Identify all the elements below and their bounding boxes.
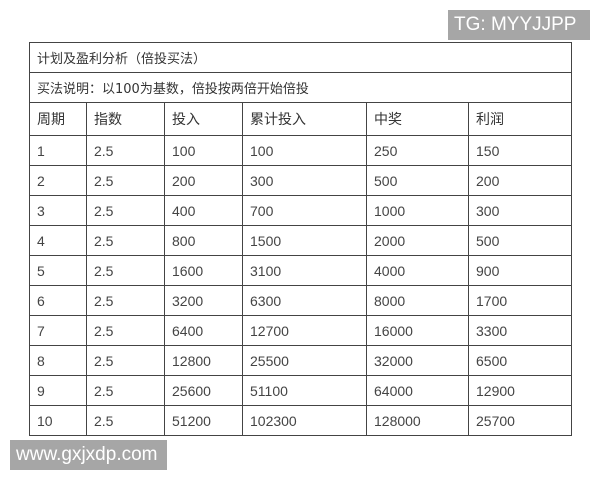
table-cell: 4: [29, 225, 87, 256]
table-row: 9 2.5 25600 51100 64000 12900: [29, 375, 572, 406]
table-cell: 2.5: [86, 375, 165, 406]
plan-profit-table: 计划及盈利分析（倍投买法） 买法说明：以100为基数，倍投按两倍开始倍投 周期 …: [29, 42, 572, 436]
table-cell: 102300: [242, 405, 367, 436]
table-cell: 12900: [468, 375, 572, 406]
table-row: 5 2.5 1600 3100 4000 900: [29, 255, 572, 286]
table-cell: 4000: [366, 255, 469, 286]
table-cell: 25700: [468, 405, 572, 436]
table-cell: 1600: [164, 255, 243, 286]
column-header: 投入: [164, 102, 243, 136]
table-row: 3 2.5 400 700 1000 300: [29, 195, 572, 226]
table-cell: 1500: [242, 225, 367, 256]
table-title: 计划及盈利分析（倍投买法）: [29, 42, 572, 73]
header-row: 周期 指数 投入 累计投入 中奖 利润: [29, 102, 572, 136]
table-subtitle: 买法说明：以100为基数，倍投按两倍开始倍投: [29, 72, 572, 103]
table-cell: 6500: [468, 345, 572, 376]
table-cell: 1000: [366, 195, 469, 226]
table-cell: 150: [468, 135, 572, 166]
table-cell: 8: [29, 345, 87, 376]
table-cell: 5: [29, 255, 87, 286]
table-cell: 12700: [242, 315, 367, 346]
table-cell: 2.5: [86, 135, 165, 166]
table-cell: 2.5: [86, 255, 165, 286]
table-cell: 300: [468, 195, 572, 226]
table-row: 2 2.5 200 300 500 200: [29, 165, 572, 196]
table-cell: 64000: [366, 375, 469, 406]
table-cell: 700: [242, 195, 367, 226]
table-cell: 500: [468, 225, 572, 256]
table-cell: 51200: [164, 405, 243, 436]
table-cell: 2000: [366, 225, 469, 256]
column-header: 利润: [468, 102, 572, 136]
column-header: 指数: [86, 102, 165, 136]
column-header: 累计投入: [242, 102, 367, 136]
table-cell: 1700: [468, 285, 572, 316]
table-cell: 6300: [242, 285, 367, 316]
table-cell: 2: [29, 165, 87, 196]
table-cell: 2.5: [86, 405, 165, 436]
table-cell: 300: [242, 165, 367, 196]
table-cell: 128000: [366, 405, 469, 436]
table-row: 7 2.5 6400 12700 16000 3300: [29, 315, 572, 346]
table-cell: 25500: [242, 345, 367, 376]
table-cell: 2.5: [86, 345, 165, 376]
table-cell: 200: [164, 165, 243, 196]
table-row: 4 2.5 800 1500 2000 500: [29, 225, 572, 256]
table-cell: 100: [164, 135, 243, 166]
watermark-tg: TG: MYYJJPP: [448, 10, 590, 40]
table-cell: 51100: [242, 375, 367, 406]
table-cell: 2.5: [86, 225, 165, 256]
column-header: 周期: [29, 102, 87, 136]
table-cell: 16000: [366, 315, 469, 346]
table-cell: 6: [29, 285, 87, 316]
table-cell: 6400: [164, 315, 243, 346]
table-row: 10 2.5 51200 102300 128000 25700: [29, 405, 572, 436]
table-cell: 7: [29, 315, 87, 346]
table-cell: 3300: [468, 315, 572, 346]
table-cell: 10: [29, 405, 87, 436]
table-row: 6 2.5 3200 6300 8000 1700: [29, 285, 572, 316]
column-header: 中奖: [366, 102, 469, 136]
table-cell: 2.5: [86, 315, 165, 346]
table-cell: 900: [468, 255, 572, 286]
table-cell: 250: [366, 135, 469, 166]
table-cell: 2.5: [86, 195, 165, 226]
table-row: 8 2.5 12800 25500 32000 6500: [29, 345, 572, 376]
table-cell: 3200: [164, 285, 243, 316]
table-cell: 25600: [164, 375, 243, 406]
table-row: 1 2.5 100 100 250 150: [29, 135, 572, 166]
table-cell: 3100: [242, 255, 367, 286]
table-cell: 100: [242, 135, 367, 166]
table-cell: 2.5: [86, 285, 165, 316]
table-cell: 9: [29, 375, 87, 406]
table-cell: 400: [164, 195, 243, 226]
table-cell: 32000: [366, 345, 469, 376]
table-cell: 200: [468, 165, 572, 196]
table-cell: 1: [29, 135, 87, 166]
table-cell: 2.5: [86, 165, 165, 196]
table-cell: 3: [29, 195, 87, 226]
table-cell: 800: [164, 225, 243, 256]
table-cell: 12800: [164, 345, 243, 376]
table-cell: 500: [366, 165, 469, 196]
table-cell: 8000: [366, 285, 469, 316]
watermark-site: www.gxjxdp.com: [10, 440, 167, 470]
